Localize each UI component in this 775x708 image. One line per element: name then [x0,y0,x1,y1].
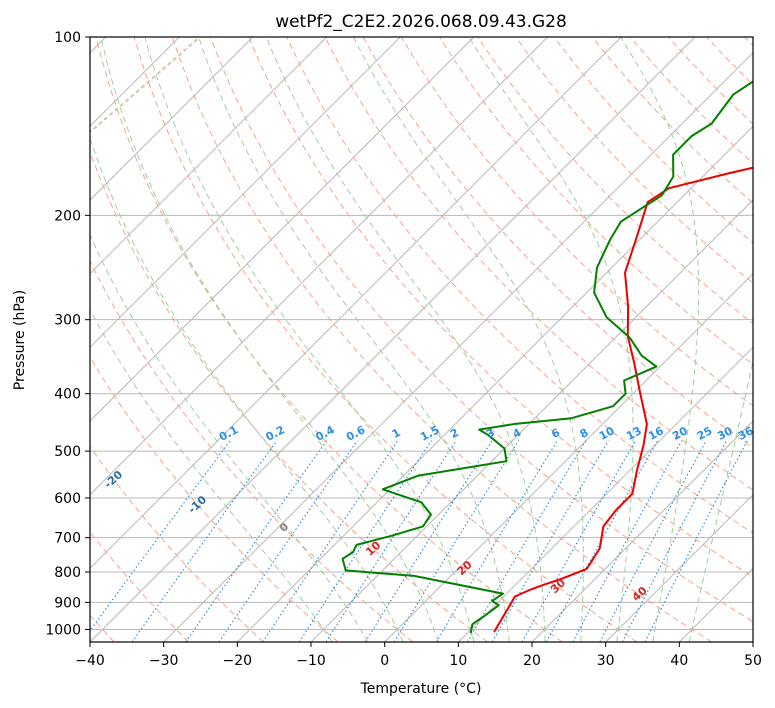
moist-adiabat [265,37,546,642]
y-tick-label: 300 [54,313,81,329]
plot-frame [89,36,754,643]
y-tick-label: 500 [54,444,81,460]
moist-adiabat [90,308,333,642]
mixing-ratio-line [521,440,637,642]
y-tick-label: 400 [54,387,81,403]
isotherm-line [163,51,753,642]
dry-adiabat [515,37,753,284]
mixing-ratio-line [491,440,609,642]
mixing-ratio-line [545,440,659,642]
moist-adiabat [90,233,369,642]
isotherm-line [531,420,753,642]
y-tick-label: 100 [54,30,81,46]
mixing-ratio-line [572,440,683,642]
mixing-ratio-line [644,440,748,642]
mixing-ratio-line [131,440,278,642]
isotherm-line [384,272,753,642]
dry-adiabat [90,259,414,642]
dry-adiabat [95,37,563,642]
mixing-ratio-line [298,440,432,642]
mixing-ratio-line [185,440,328,642]
temperature-trace [493,166,753,633]
isotherm-line [90,37,254,201]
mixing-ratio-label: 16 [646,424,666,443]
isotherm-line [90,37,475,422]
x-tick-label: 30 [597,653,615,669]
x-axis-label: Temperature (°C) [360,681,482,697]
y-tick-label: 900 [54,595,81,611]
dry-adiabat [133,37,638,642]
dry-adiabat [248,37,753,578]
mixing-ratio-line [90,440,231,632]
isotherm-line [236,125,753,642]
dry-adiabat [324,37,753,491]
plot-area [90,37,753,642]
x-tick-label: 40 [670,653,688,669]
moist-adiabat [688,358,753,642]
x-tick-label: −40 [75,653,105,669]
isotherm-line [90,37,401,349]
moist-adiabat [620,37,700,642]
isotherm-line [90,37,549,496]
isotherm-line [605,493,753,642]
moist-adiabat [100,37,439,642]
mixing-ratio-label: 13 [624,424,644,443]
dry-adiabat [286,37,753,534]
x-tick-label: −20 [223,653,253,669]
isotherm-line [90,37,696,642]
y-axis-label: Pressure (hPa) [12,290,28,390]
moist-adiabat [353,37,584,642]
x-tick-label: 20 [523,653,541,669]
mixing-ratio-line [435,440,558,642]
moist-adiabat [90,136,404,642]
y-tick-label: 600 [54,491,81,507]
y-tick-label: 1000 [45,622,81,638]
mixing-ratio-line [393,440,520,642]
y-tick-label: 700 [54,531,81,547]
mixing-ratio-label: 25 [695,424,715,443]
x-tick-label: 50 [744,653,762,669]
dry-adiabat [90,356,339,642]
mixing-ratio-label: 10 [597,424,617,443]
mixing-ratio-label: 36 [736,424,756,443]
axes: −40 −30 −20 −10 0 10 20 30 40 50 1000 900 800 700 600 5… [45,30,762,669]
y-tick-label: 200 [54,208,81,224]
x-tick-label: −30 [149,653,179,669]
y-tick-label: 800 [54,565,81,581]
x-tick-label: 0 [380,653,389,669]
moist-adiabat [144,37,475,642]
isotherm-line [90,37,622,570]
x-tick-label: −10 [296,653,326,669]
moist-adiabat [198,37,510,642]
dry-adiabat [90,445,264,642]
mixing-ratio-line [262,440,399,642]
x-tick-label: 10 [449,653,467,669]
isotherm-line [457,346,753,642]
mixing-ratio-label: 20 [670,424,690,443]
mixing-ratio-line [364,440,493,642]
chart-title: wetPf2_C2E2.2026.068.09.43.G28 [275,12,567,32]
isotherm-line [90,37,328,275]
mixing-ratio-line [325,440,457,642]
mixing-ratio-label: 30 [715,424,735,443]
dry-adiabat [210,37,753,623]
dry-adiabat [171,37,712,642]
dewpoint-trace [341,80,753,634]
